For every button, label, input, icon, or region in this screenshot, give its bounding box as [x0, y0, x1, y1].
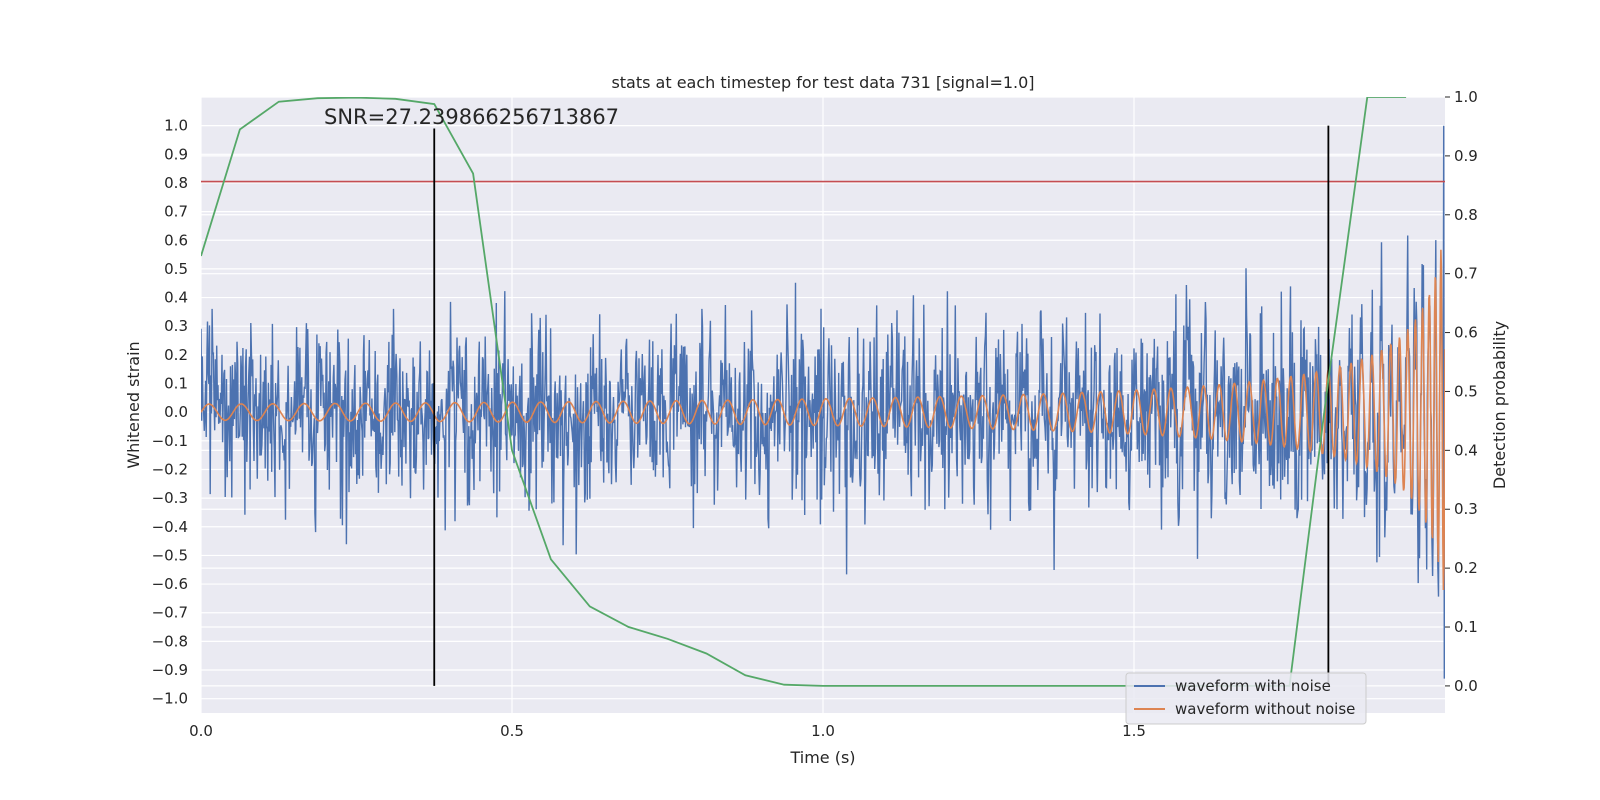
y-tick-label: −0.7	[152, 604, 188, 622]
y-tick-label: 0.5	[164, 260, 188, 278]
x-tick-label: 1.5	[1122, 722, 1146, 740]
y-tick-label: −0.5	[152, 546, 188, 564]
y-tick-label: 0.2	[164, 346, 188, 364]
y2-tick-label: 0.4	[1454, 441, 1478, 459]
y2-tick-label: 0.8	[1454, 206, 1478, 224]
y-tick-label: 0.4	[164, 289, 188, 307]
snr-annotation: SNR=27.239866256713867	[324, 105, 619, 129]
x-tick-label: 1.0	[811, 722, 835, 740]
series-waveform-without-noise	[201, 249, 1445, 591]
y2-tick-label: 0.9	[1454, 147, 1478, 165]
y2-tick-label: 0.5	[1454, 382, 1478, 400]
axes-ticks: 0.0 0.5 1.0 1.5 1.0 0.9 0.8 0.7 0.6 0.5 0.4 0.3 0.2 0…	[152, 88, 1478, 740]
y2-tick-label: 0.0	[1454, 677, 1478, 695]
y-tick-label: 0.3	[164, 317, 188, 335]
y-tick-label: −0.9	[152, 661, 188, 679]
y-tick-label: 0.8	[164, 174, 188, 192]
y-tick-label: −0.3	[152, 489, 188, 507]
y-tick-label: −0.8	[152, 632, 188, 650]
y2-axis-label: Detection probability	[1490, 321, 1509, 489]
legend-label-clean: waveform without noise	[1175, 700, 1355, 718]
chart-title: stats at each timestep for test data 731…	[611, 73, 1034, 92]
y2-tick-label: 0.7	[1454, 265, 1478, 283]
legend: waveform with noise waveform without noi…	[1125, 672, 1367, 725]
x-tick-label: 0.5	[500, 722, 524, 740]
legend-label-noisy: waveform with noise	[1175, 677, 1331, 695]
y2-tick-label: 0.1	[1454, 618, 1478, 636]
y-tick-label: 0.7	[164, 203, 188, 221]
y2-tick-label: 0.3	[1454, 500, 1478, 518]
y-tick-label: 0.0	[164, 403, 188, 421]
y-tick-label: 0.9	[164, 145, 188, 163]
x-axis-label: Time (s)	[789, 748, 855, 767]
y-tick-label: 1.0	[164, 117, 188, 135]
y2-tick-label: 1.0	[1454, 88, 1478, 106]
y-tick-label: −0.4	[152, 518, 188, 536]
y-tick-label: 0.1	[164, 375, 188, 393]
x-tick-label: 0.0	[189, 722, 213, 740]
y-tick-label: −0.6	[152, 575, 188, 593]
y-tick-label: 0.6	[164, 231, 188, 249]
y2-tick-label: 0.6	[1454, 324, 1478, 342]
y-tick-label: −0.1	[152, 432, 188, 450]
y2-tick-label: 0.2	[1454, 559, 1478, 577]
y-tick-label: −0.2	[152, 460, 188, 478]
y-tick-label: −1.0	[152, 690, 188, 708]
legend-frame	[1125, 672, 1367, 725]
series-waveform-with-noise	[201, 125, 1445, 679]
y-axis-label: Whitened strain	[124, 341, 143, 468]
